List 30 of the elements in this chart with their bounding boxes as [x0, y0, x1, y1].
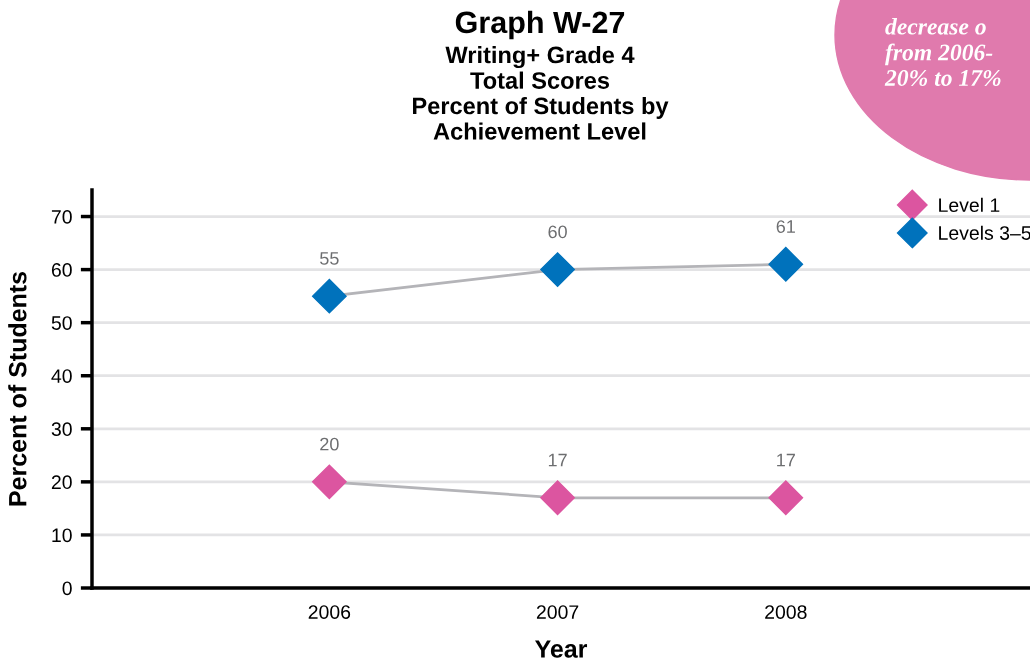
data-label: 20 — [320, 437, 339, 451]
x-axis-title: Year — [535, 640, 588, 658]
point — [311, 278, 347, 314]
text: decrease o from 2006- 20% to 17% — [884, 18, 1001, 87]
point — [311, 464, 347, 500]
y-tick-label: 10 — [52, 528, 72, 543]
point — [768, 480, 804, 516]
x-tick-label: 2008 — [765, 605, 807, 619]
y-tick-label: 0 — [62, 581, 72, 596]
data-label: 60 — [548, 225, 567, 239]
y-tick-label: 50 — [51, 316, 72, 330]
chart-subtitle: Writing+ Grade 4 Total Scores Percent of Students by Achievement Level — [413, 46, 669, 140]
point — [540, 480, 575, 516]
y-tick-label: 40 — [51, 369, 72, 383]
data-label: 61 — [776, 220, 795, 233]
y-tick-label: 70 — [51, 210, 72, 224]
y-axis-title: Percent of Students — [8, 271, 27, 506]
point — [540, 252, 575, 287]
legend-label: Level 1 — [939, 197, 1000, 213]
legend-label: Levels 3–5 — [939, 225, 1030, 240]
chart-title: Graph W-27 — [455, 10, 625, 40]
y-tick-label: 30 — [51, 422, 72, 437]
y-tick-label: 20 — [51, 475, 72, 490]
point — [768, 246, 804, 282]
data-label: 55 — [320, 252, 339, 265]
y-tick-label: 60 — [51, 263, 72, 277]
x-tick-label: 2006 — [308, 605, 351, 619]
data-label: 17 — [548, 453, 567, 467]
x-tick-label: 2007 — [536, 605, 579, 619]
data-label: 17 — [777, 453, 795, 467]
